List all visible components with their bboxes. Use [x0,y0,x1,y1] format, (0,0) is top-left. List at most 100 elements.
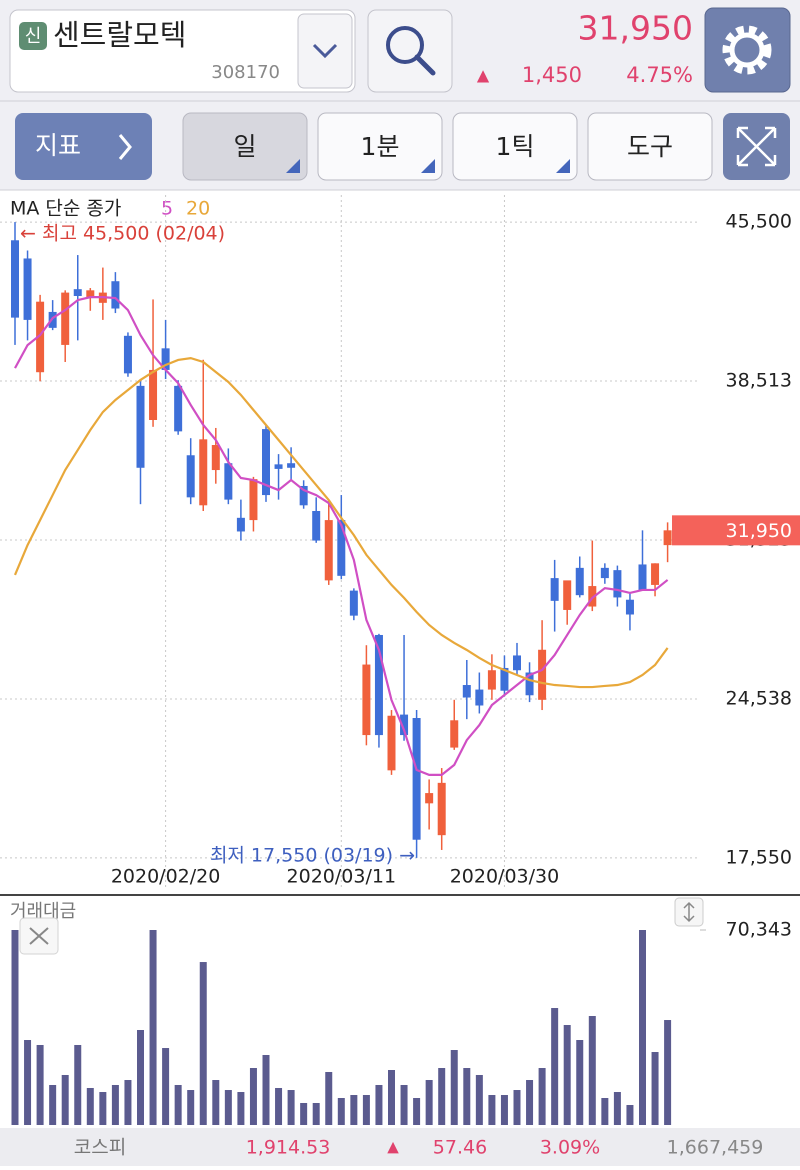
volume-bar [538,1068,546,1125]
volume-bar [576,1040,584,1125]
footer-bar [0,1128,800,1166]
volume-bar [362,1095,370,1125]
volume-bar [375,1084,383,1125]
candle-body [525,672,534,696]
y-tick-label: 70,343 [726,919,792,941]
candle-body [450,720,459,748]
candle-body [136,385,145,468]
candle-body [374,634,383,736]
candle-body [625,599,634,615]
volume-bar [664,1020,672,1125]
index-arrow: ▲ [387,1138,399,1156]
candle-body [651,563,660,585]
volume-bar [74,1044,82,1125]
change-arrow: ▲ [477,66,490,85]
high-note: ← 최고 45,500 (02/04) [20,223,225,245]
expand-icon [736,126,777,167]
x-tick-label: 2020/03/11 [287,866,397,888]
volume-bar [300,1102,308,1125]
corner-mark [286,159,300,173]
candle-body [412,718,421,840]
index-value: 1,914.53 [246,1137,331,1159]
candle-body [349,590,358,616]
period-button[interactable] [182,112,308,181]
volume-bar [563,1025,571,1125]
volume-bar [601,1097,609,1125]
candle-body [575,567,584,596]
tools-button[interactable] [587,112,713,181]
corner-mark [556,159,570,173]
candle-body [487,670,496,690]
volume-bar [325,1071,333,1125]
stock-search-box[interactable] [9,9,356,93]
candle-body [149,369,158,420]
corner-mark [421,159,435,173]
candle-body [324,520,333,581]
settings-button[interactable] [704,7,791,93]
moving-average-line [14,296,669,776]
ma20-legend: 20 [186,198,210,220]
tick-button[interactable] [452,112,578,181]
candle-body [613,570,622,598]
volume-bar [500,1095,508,1125]
indicator-label: 지표 [35,131,81,160]
volume-bar [49,1084,57,1125]
candle-body [312,510,321,541]
chevron-icon [118,134,132,160]
volume-bar [413,1097,421,1125]
close-icon [29,927,49,945]
chevron-icon [312,43,338,59]
volume-bar [651,1052,659,1125]
candle-body [638,564,647,591]
candle-body [224,463,233,500]
candle-body [475,689,484,706]
candle-body [588,586,597,607]
candle-body [362,664,371,736]
candle-body [513,655,521,671]
candle-body [111,281,120,309]
ma5-legend: 5 [161,198,173,220]
volume-bar [11,930,19,1125]
volume-bar [99,1092,107,1125]
last-price-label: 31,950 [726,520,792,542]
volume-bar [212,1080,220,1125]
x-tick-label: 2020/03/30 [450,866,560,888]
candle-body [23,258,32,320]
minute-button[interactable] [317,112,443,181]
price-change-pct: 4.75% [626,63,693,87]
badge-bg [19,22,47,50]
candle-body [563,580,572,610]
candle-body [287,463,296,468]
volume-bar [61,1074,69,1125]
price-change: 1,450 [522,63,582,87]
dropdown-button[interactable] [297,13,353,89]
volume-bar [174,1084,182,1125]
candle-body [500,667,509,691]
volume-bar [488,1095,496,1125]
candle-body [400,714,409,736]
candle-body [274,464,283,469]
volume-bar [24,1040,32,1125]
stock-name: 센트랄모텍 [53,18,186,52]
candle-body [11,240,19,318]
search-button[interactable] [367,9,453,93]
y-tick-label: 17,550 [726,846,792,868]
volume-bar [425,1080,433,1125]
volume-bar [111,1084,119,1125]
volume-bar [287,1090,295,1125]
volume-bar [86,1087,94,1125]
price-plot: 45,50038,51331,52524,53817,5502020/02/20… [0,195,800,890]
candle-body [161,348,170,370]
gear-icon [722,25,772,75]
index-volume: 1,667,459 [667,1137,764,1159]
volume-bar [237,1092,245,1125]
indicator-button[interactable] [15,113,152,180]
volume-bar [36,1044,44,1125]
candle-body [186,455,195,498]
badge: 신 [25,26,42,47]
candle-body [262,429,270,496]
volume-bar [187,1090,195,1125]
volume-plot: 70,343 [11,919,792,1125]
volume-bar [124,1080,132,1125]
